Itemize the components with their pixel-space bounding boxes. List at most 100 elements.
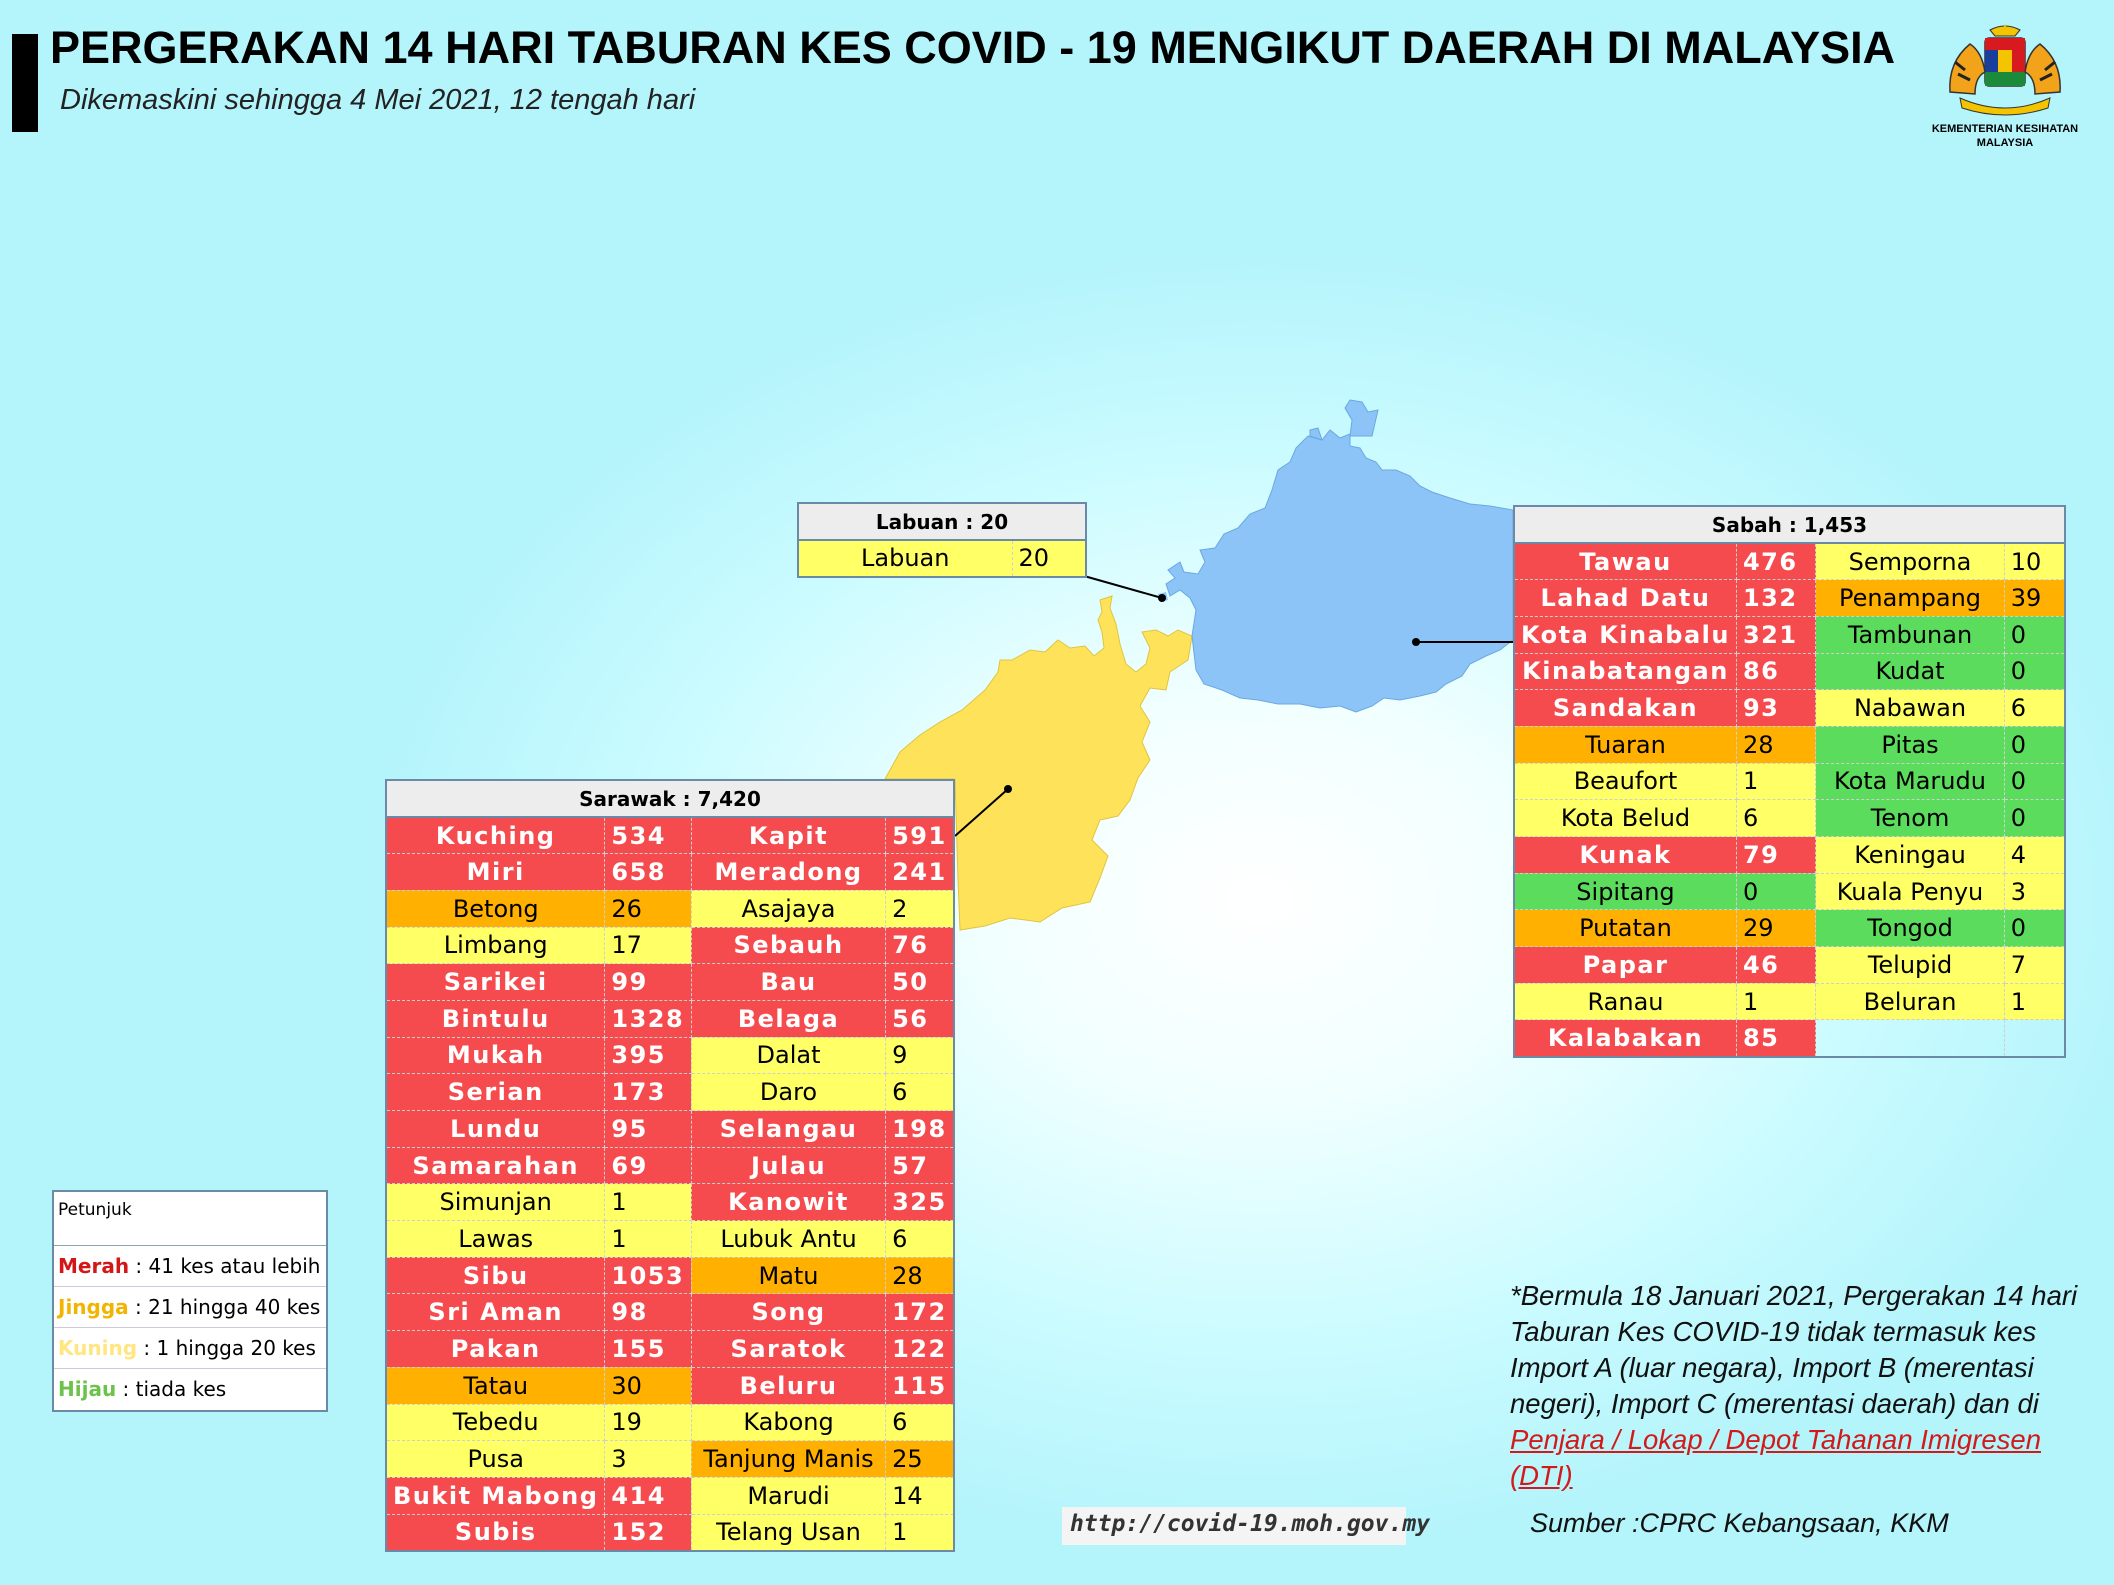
district-count: 20 — [1011, 539, 1087, 578]
district-count: 69 — [604, 1146, 692, 1185]
district-name: Lubuk Antu — [690, 1220, 887, 1258]
district-count: 57 — [885, 1146, 955, 1185]
sarawak-table: Sarawak : 7,420 Kuching 534 Kapit 591 Miri 65… — [385, 779, 955, 1552]
district-name: Beluru — [690, 1366, 887, 1405]
district-name: Labuan — [797, 539, 1013, 578]
source-url[interactable]: http://covid-19.moh.gov.my — [1062, 1507, 1430, 1545]
district-name: Sri Aman — [385, 1293, 606, 1332]
district-count: 321 — [1735, 615, 1817, 654]
district-name: Simunjan — [385, 1183, 606, 1222]
table-row: Ranau 1 Beluran 1 — [1513, 982, 2066, 1021]
district-count: 46 — [1735, 946, 1817, 984]
district-count: 395 — [604, 1036, 692, 1075]
district-name: Tatau — [385, 1366, 606, 1405]
district-count: 6 — [885, 1073, 955, 1111]
district-count: 30 — [604, 1366, 692, 1405]
table-row: Mukah 395 Dalat 9 — [385, 1036, 955, 1075]
district-count: 86 — [1735, 652, 1817, 691]
sabah-pointer-dot — [1412, 638, 1420, 646]
table-row: Sri Aman 98 Song 172 — [385, 1293, 955, 1332]
district-name: Ranau — [1513, 982, 1737, 1021]
district-count: 0 — [1735, 872, 1817, 911]
district-name: Lawas — [385, 1220, 606, 1258]
district-name: Sibu — [385, 1256, 606, 1295]
district-count: 2 — [885, 889, 955, 928]
district-name: Pakan — [385, 1330, 606, 1368]
district-count: 132 — [1735, 579, 1817, 617]
district-name: Marudi — [690, 1476, 887, 1515]
district-name: Tawau — [1513, 542, 1737, 581]
table-row: Sipitang 0 Kuala Penyu 3 — [1513, 872, 2066, 911]
district-name: Kudat — [1815, 652, 2005, 691]
district-count: 28 — [1735, 725, 1817, 764]
table-row: Kota Belud 6 Tenom 0 — [1513, 799, 2066, 837]
district-count: 325 — [885, 1183, 955, 1222]
district-count: 6 — [885, 1403, 955, 1442]
source-credit: Sumber :CPRC Kebangsaan, KKM — [1530, 1508, 1949, 1538]
district-name: Kabong — [690, 1403, 887, 1442]
district-count: 0 — [2003, 725, 2066, 764]
sarawak-pointer-dot — [1004, 785, 1012, 793]
district-name: Bintulu — [385, 999, 606, 1038]
district-name: Lahad Datu — [1513, 579, 1737, 617]
district-name: Mukah — [385, 1036, 606, 1075]
table-row: Lundu 95 Selangau 198 — [385, 1110, 955, 1148]
district-name: Serian — [385, 1073, 606, 1111]
district-count: 1 — [604, 1183, 692, 1222]
district-count: 152 — [604, 1513, 692, 1552]
district-name: Papar — [1513, 946, 1737, 984]
district-name: Tongod — [1815, 909, 2005, 948]
district-count: 26 — [604, 889, 692, 928]
district-count: 14 — [885, 1476, 955, 1515]
district-name: Kota Belud — [1513, 799, 1737, 837]
district-count: 85 — [1735, 1019, 1817, 1058]
district-name — [1815, 1019, 2005, 1058]
labuan-table-header: Labuan : 20 — [797, 502, 1087, 541]
legend-title: Petunjuk — [54, 1192, 326, 1246]
footnote: *Bermula 18 Januari 2021, Pergerakan 14 … — [1510, 1278, 2100, 1494]
district-count: 29 — [1735, 909, 1817, 948]
district-name: Kota Kinabalu — [1513, 615, 1737, 654]
district-count: 99 — [604, 963, 692, 1001]
district-name: Daro — [690, 1073, 887, 1111]
district-name: Limbang — [385, 926, 606, 965]
district-name: Julau — [690, 1146, 887, 1185]
table-row: Kuching 534 Kapit 591 — [385, 816, 955, 855]
ministry-logo: KEMENTERIAN KESIHATAN MALAYSIA — [1910, 22, 2100, 157]
district-count: 3 — [2003, 872, 2066, 911]
district-count: 0 — [2003, 762, 2066, 801]
district-count: 0 — [2003, 652, 2066, 691]
district-count: 115 — [885, 1366, 955, 1405]
legend-item-kuning: Kuning : 1 hingga 20 kes — [54, 1328, 326, 1369]
table-row: Labuan 20 — [797, 539, 1087, 578]
district-name: Bukit Mabong — [385, 1476, 606, 1515]
district-count: 28 — [885, 1256, 955, 1295]
district-name: Subis — [385, 1513, 606, 1552]
district-name: Penampang — [1815, 579, 2005, 617]
district-name: Lundu — [385, 1110, 606, 1148]
coat-of-arms-icon — [1949, 24, 2061, 116]
legend-key-jingga: Jingga — [58, 1295, 129, 1319]
labuan-pointer-dot — [1158, 594, 1166, 602]
district-name: Putatan — [1513, 909, 1737, 948]
district-name: Tanjung Manis — [690, 1440, 887, 1478]
district-count: 1 — [604, 1220, 692, 1258]
table-row: Betong 26 Asajaya 2 — [385, 889, 955, 928]
footnote-link[interactable]: Penjara / Lokap / Depot Tahanan Imigrese… — [1510, 1424, 2041, 1491]
table-row: Lawas 1 Lubuk Antu 6 — [385, 1220, 955, 1258]
legend-item-hijau: Hijau : tiada kes — [54, 1369, 326, 1410]
district-name: Tambunan — [1815, 615, 2005, 654]
district-count: 1 — [1735, 982, 1817, 1021]
district-count — [2003, 1019, 2066, 1058]
district-count: 56 — [885, 999, 955, 1038]
district-count: 534 — [604, 816, 692, 855]
district-name: Bau — [690, 963, 887, 1001]
legend-text-merah: : 41 kes atau lebih — [129, 1254, 321, 1278]
table-row: Bintulu 1328 Belaga 56 — [385, 999, 955, 1038]
table-row: Serian 173 Daro 6 — [385, 1073, 955, 1111]
district-name: Kunak — [1513, 836, 1737, 874]
footnote-text: *Bermula 18 Januari 2021, Pergerakan 14 … — [1510, 1280, 2078, 1419]
district-name: Nabawan — [1815, 689, 2005, 727]
district-count: 155 — [604, 1330, 692, 1368]
